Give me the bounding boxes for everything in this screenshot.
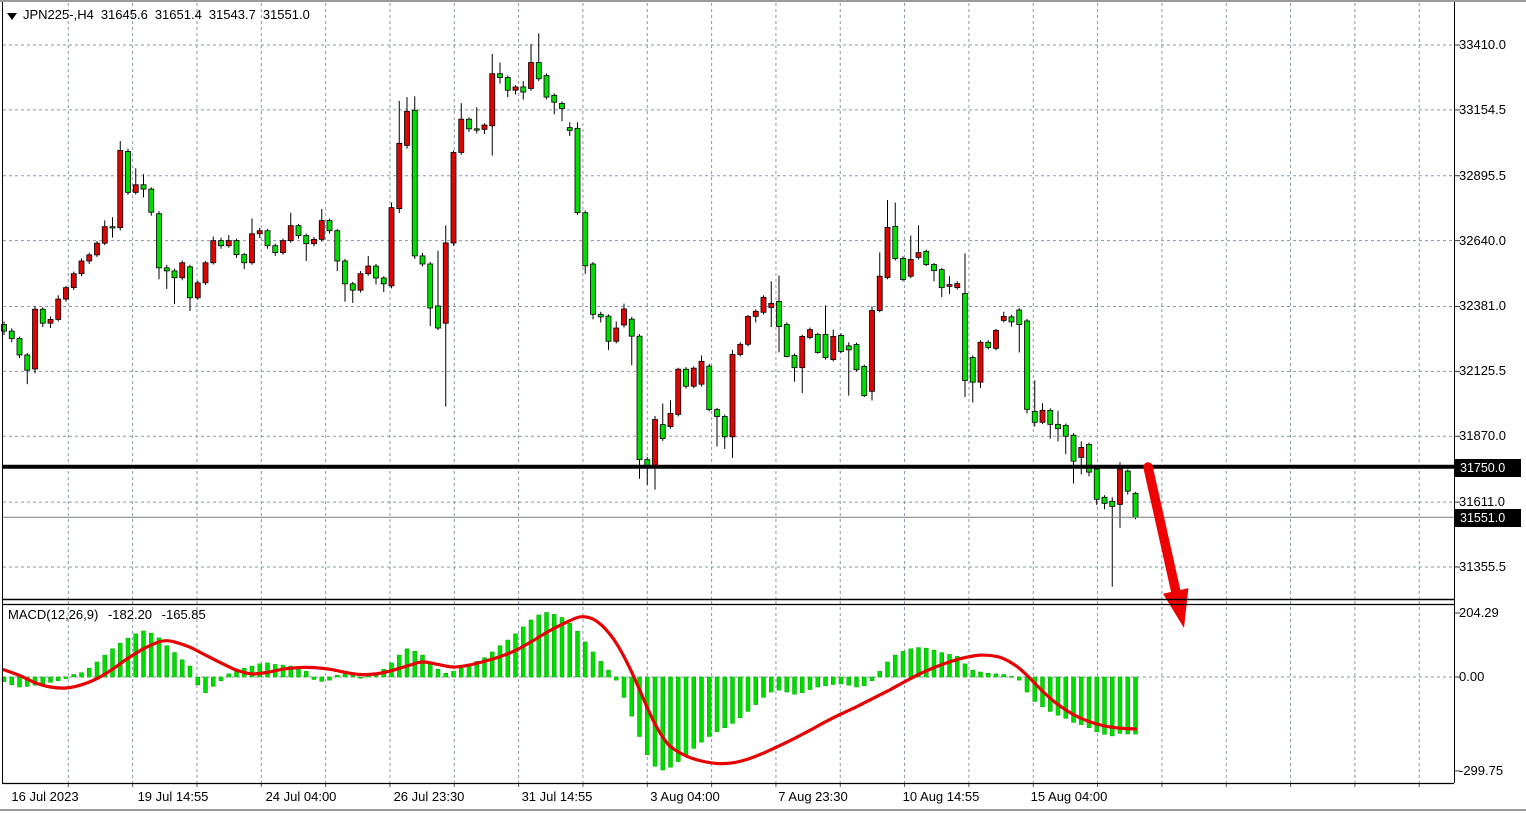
quote-high: 31651.4 bbox=[154, 7, 202, 22]
hline-price-tag: 31750.0 bbox=[1455, 459, 1521, 477]
time-axis-label: 3 Aug 04:00 bbox=[650, 789, 720, 804]
time-axis-label: 19 Jul 14:55 bbox=[137, 789, 209, 804]
time-axis-label: 24 Jul 04:00 bbox=[265, 789, 337, 804]
macd-axis-label: 0.00 bbox=[1459, 669, 1485, 684]
chart-header: JPN225-,H4 31645.6 31651.4 31543.7 31551… bbox=[7, 7, 310, 23]
quote-open: 31645.6 bbox=[100, 7, 148, 22]
symbol-period-label: JPN225-,H4 bbox=[23, 7, 94, 22]
time-axis-label: 7 Aug 23:30 bbox=[778, 789, 848, 804]
macd-signal-value: -165.85 bbox=[161, 607, 206, 622]
price-axis-label: 33410.0 bbox=[1459, 37, 1506, 52]
time-axis-label: 16 Jul 2023 bbox=[11, 789, 79, 804]
macd-axis-label: -299.75 bbox=[1459, 762, 1504, 778]
price-axis-label: 31611.0 bbox=[1459, 494, 1506, 510]
time-axis-label: 10 Aug 14:55 bbox=[902, 789, 980, 804]
time-axis-label: 15 Aug 04:00 bbox=[1030, 789, 1108, 804]
macd-current-value: -182.20 bbox=[107, 607, 153, 622]
price-axis-label: 31355.5 bbox=[1459, 559, 1506, 574]
price-axis-label: 32125.5 bbox=[1459, 363, 1506, 379]
candles-layer bbox=[1, 33, 1139, 587]
macd-axis-label: 204.29 bbox=[1459, 605, 1499, 620]
quote-close: 31551.0 bbox=[262, 7, 310, 22]
time-axis-label: 26 Jul 23:30 bbox=[393, 789, 465, 804]
quote-low: 31543.7 bbox=[208, 7, 256, 22]
price-axis-label: 32381.0 bbox=[1459, 298, 1506, 314]
macd-indicator-name: MACD(12,26,9) bbox=[8, 607, 99, 622]
macd-indicator-label: MACD(12,26,9) -182.20 -165.85 bbox=[8, 607, 212, 623]
macd-histogram bbox=[1, 612, 1138, 771]
price-axis-label: 31870.0 bbox=[1459, 428, 1506, 444]
symbol-dropdown-icon[interactable] bbox=[7, 12, 17, 20]
current-price-tag: 31551.0 bbox=[1455, 509, 1521, 527]
price-axis-label: 33154.5 bbox=[1459, 101, 1506, 117]
price-axis-label: 32640.0 bbox=[1459, 232, 1506, 248]
down-arrow-annotation[interactable] bbox=[1143, 462, 1189, 628]
time-axis-label: 31 Jul 14:55 bbox=[521, 789, 593, 804]
price-axis-label: 32895.5 bbox=[1459, 167, 1506, 183]
macd-signal-line bbox=[2, 615, 1138, 766]
